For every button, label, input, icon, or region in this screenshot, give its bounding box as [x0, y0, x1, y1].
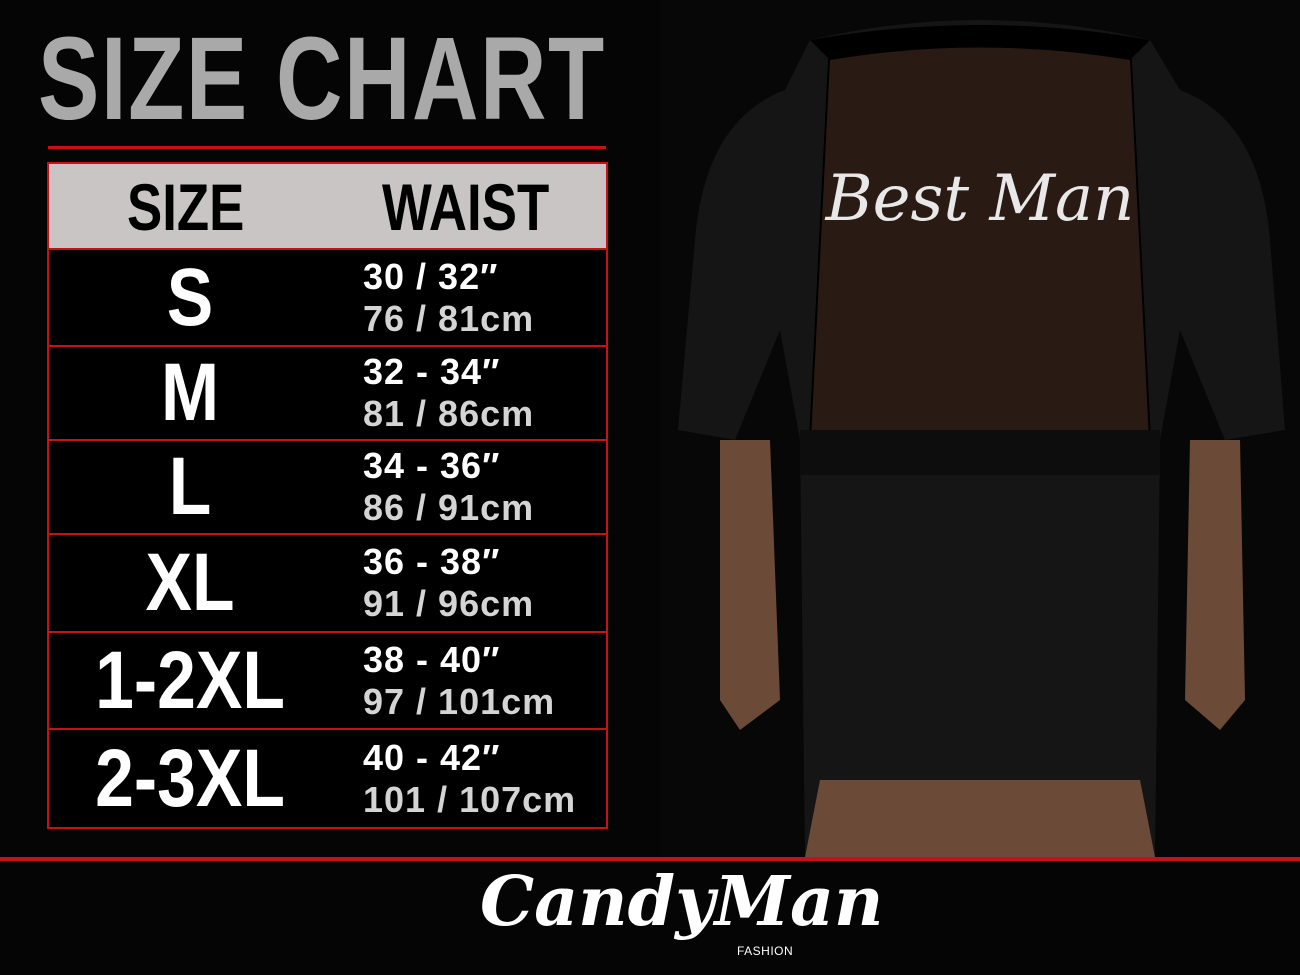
waist-cm: 76 / 81cm: [363, 297, 535, 339]
waist-measurement: 38 - 40″ 97 / 101cm: [331, 639, 555, 723]
waist-cm: 86 / 91cm: [363, 487, 535, 528]
waist-inches: 34 - 36″: [363, 445, 501, 486]
waist-cm: 101 / 107cm: [363, 778, 577, 820]
table-row: XL 36 - 38″ 91 / 96cm: [49, 535, 606, 633]
header-waist: WAIST: [382, 170, 550, 244]
waist-cm: 97 / 101cm: [363, 680, 556, 722]
model-photo: Best Man: [660, 0, 1300, 857]
size-table: SIZE WAIST S 30 / 32″ 76 / 81cm M 32 - 34″…: [47, 162, 608, 829]
garment-print: Best Man: [825, 162, 1135, 236]
waist-measurement: 30 / 32″ 76 / 81cm: [331, 256, 534, 340]
size-label: S: [166, 251, 214, 343]
table-header: SIZE WAIST: [49, 164, 606, 250]
brand-logo: CandyMan: [480, 862, 884, 942]
size-label: 1-2XL: [95, 634, 285, 726]
footer-divider: [0, 857, 1300, 861]
waist-measurement: 40 - 42″ 101 / 107cm: [331, 737, 576, 821]
table-row: L 34 - 36″ 86 / 91cm: [49, 441, 606, 535]
waist-inches: 30 / 32″: [363, 255, 499, 297]
waist-cm: 91 / 96cm: [363, 583, 535, 624]
table-row: 1-2XL 38 - 40″ 97 / 101cm: [49, 633, 606, 730]
waist-inches: 36 - 38″: [363, 541, 501, 582]
table-row: S 30 / 32″ 76 / 81cm: [49, 250, 606, 347]
waist-inches: 38 - 40″: [363, 638, 501, 680]
page-title: SIZE CHART: [38, 13, 606, 145]
size-label: XL: [145, 537, 235, 628]
waist-inches: 40 - 42″: [363, 736, 501, 778]
size-label: M: [160, 347, 220, 438]
table-row: M 32 - 34″ 81 / 86cm: [49, 347, 606, 441]
waist-measurement: 36 - 38″ 91 / 96cm: [331, 541, 534, 625]
waist-inches: 32 - 34″: [363, 351, 501, 392]
size-label: L: [168, 441, 212, 532]
waist-cm: 81 / 86cm: [363, 393, 535, 434]
waist-measurement: 34 - 36″ 86 / 91cm: [331, 445, 534, 529]
size-label: 2-3XL: [95, 732, 285, 824]
brand-logo-sub: FASHION: [737, 944, 794, 958]
table-row: 2-3XL 40 - 42″ 101 / 107cm: [49, 730, 606, 827]
header-size: SIZE: [127, 170, 245, 244]
title-divider: [48, 146, 606, 149]
waist-measurement: 32 - 34″ 81 / 86cm: [331, 351, 534, 435]
